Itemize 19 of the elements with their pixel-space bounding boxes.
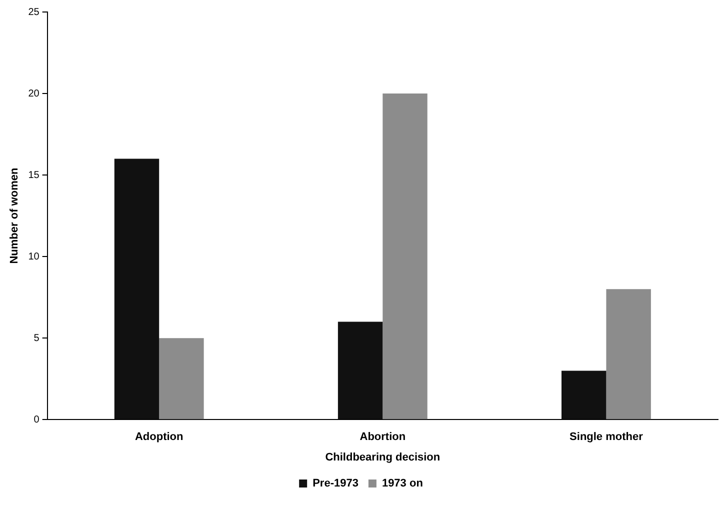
y-tick-label: 5 <box>34 332 40 344</box>
bar <box>562 370 606 420</box>
bar <box>159 338 204 420</box>
y-tick-label: 10 <box>28 251 40 262</box>
x-axis-title: Childbearing decision <box>325 451 440 464</box>
y-tick-label: 20 <box>28 88 40 100</box>
y-tick-label: 25 <box>28 6 40 18</box>
bar <box>338 322 383 420</box>
x-tick-label: Single mother <box>570 431 644 444</box>
bar <box>114 158 160 420</box>
x-tick-label: Abortion <box>360 431 406 444</box>
y-axis-title: Number of women <box>8 168 21 264</box>
y-tick-label: 15 <box>28 170 40 181</box>
x-tick-label: Adoption <box>134 431 184 444</box>
legend-label: 1973 on <box>382 478 424 490</box>
y-tick-label: 0 <box>34 414 40 426</box>
bar <box>382 94 428 420</box>
legend-label: Pre-1973 <box>312 478 358 490</box>
bar <box>606 289 651 420</box>
